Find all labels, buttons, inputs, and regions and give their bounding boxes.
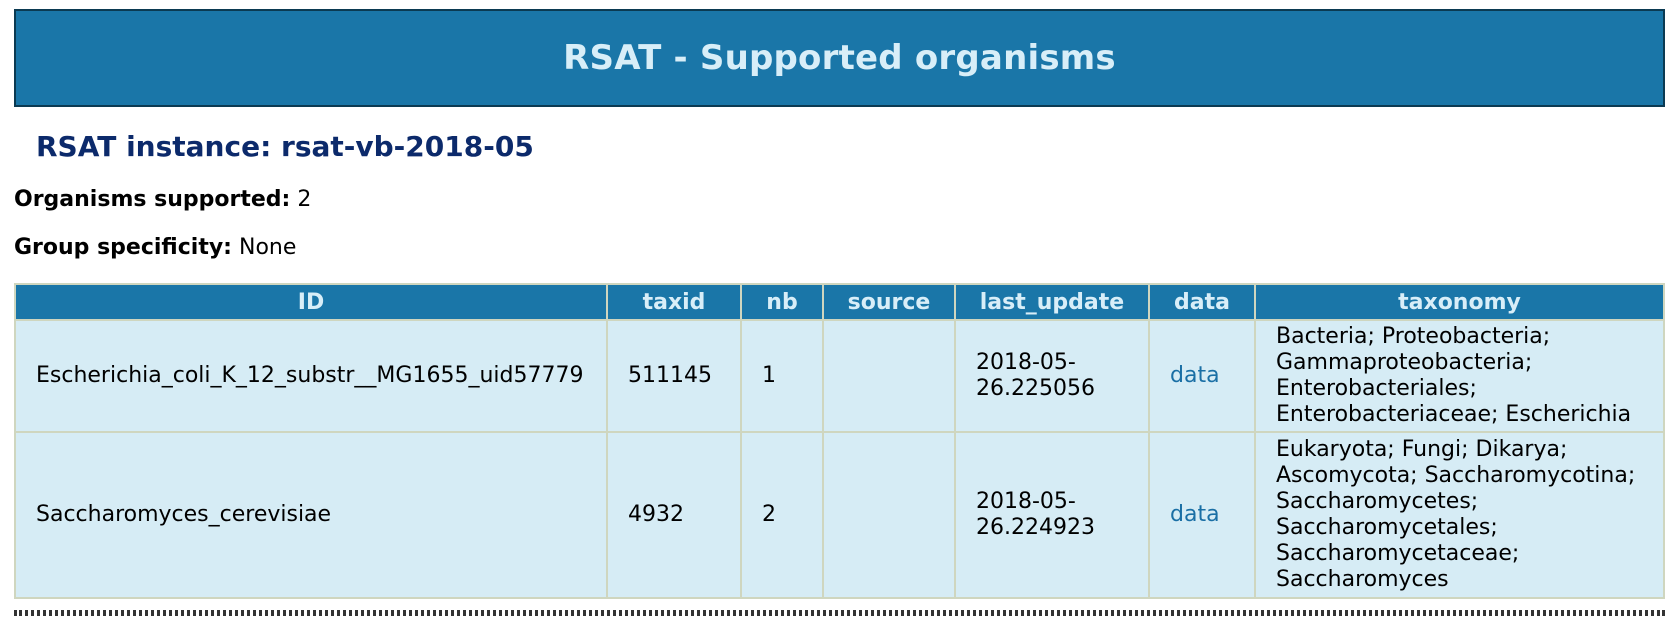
column-header-nb[interactable]: nb [740, 283, 824, 321]
table-header-row: ID taxid nb source last_update data taxo… [14, 283, 1665, 321]
data-link[interactable]: data [1170, 363, 1220, 388]
column-header-taxonomy[interactable]: taxonomy [1254, 283, 1665, 321]
group-specificity-value: None [238, 235, 297, 260]
cell-taxonomy: Bacteria; Proteobacteria; Gammaproteobac… [1254, 319, 1665, 433]
cell-taxonomy: Eukaryota; Fungi; Dikarya; Ascomycota; S… [1254, 431, 1665, 599]
column-header-data[interactable]: data [1148, 283, 1256, 321]
cell-last-update: 2018-05-26.225056 [954, 319, 1150, 433]
cell-nb: 1 [740, 319, 824, 433]
page-banner: RSAT - Supported organisms [14, 9, 1665, 107]
cell-nb: 2 [740, 431, 824, 599]
group-specificity-line: Group specificity: None [14, 235, 296, 260]
page-title: RSAT - Supported organisms [563, 38, 1116, 78]
instance-heading: RSAT instance: rsat-vb-2018-05 [36, 130, 534, 163]
column-header-last-update[interactable]: last_update [954, 283, 1150, 321]
cell-last-update: 2018-05-26.224923 [954, 431, 1150, 599]
data-link[interactable]: data [1170, 502, 1220, 527]
group-specificity-label: Group specificity: [14, 235, 232, 260]
organisms-supported-line: Organisms supported: 2 [14, 187, 311, 212]
organisms-table: ID taxid nb source last_update data taxo… [14, 283, 1665, 599]
organisms-supported-value: 2 [297, 187, 312, 212]
cell-taxid: 511145 [606, 319, 742, 433]
cell-taxid: 4932 [606, 431, 742, 599]
cell-source [822, 431, 956, 599]
cell-source [822, 319, 956, 433]
column-header-taxid[interactable]: taxid [606, 283, 742, 321]
table-row: Saccharomyces_cerevisiae 4932 2 2018-05-… [14, 431, 1665, 599]
table-row: Escherichia_coli_K_12_substr__MG1655_uid… [14, 319, 1665, 433]
cell-id: Saccharomyces_cerevisiae [14, 431, 608, 599]
column-header-source[interactable]: source [822, 283, 956, 321]
cell-data: data [1148, 319, 1256, 433]
cell-data: data [1148, 431, 1256, 599]
dotted-divider [14, 610, 1665, 616]
cell-id: Escherichia_coli_K_12_substr__MG1655_uid… [14, 319, 608, 433]
column-header-id[interactable]: ID [14, 283, 608, 321]
organisms-supported-label: Organisms supported: [14, 187, 291, 212]
